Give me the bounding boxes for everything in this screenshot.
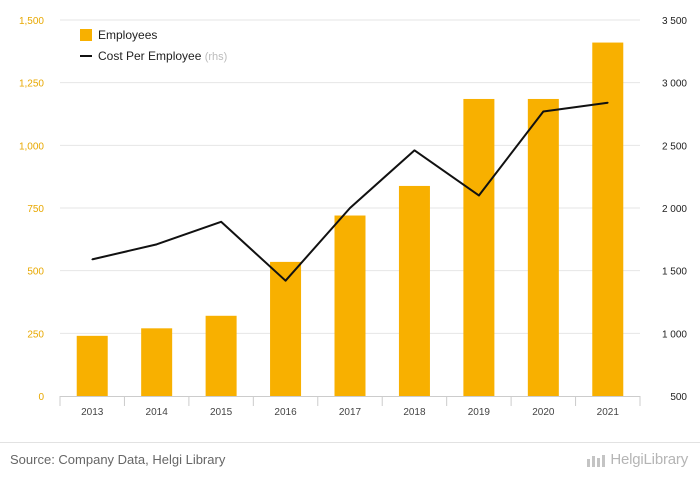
- bar: [334, 215, 366, 396]
- y-left-tick-label: 0: [38, 392, 44, 403]
- bar: [141, 328, 173, 396]
- line-series-cost-per-employee: [91, 101, 609, 282]
- logo-text: HelgiLibrary: [610, 451, 688, 468]
- line-point: [220, 220, 222, 223]
- footer: Source: Company Data, Helgi Library Helg…: [0, 442, 700, 484]
- legend: Employees Cost Per Employee (rhs): [80, 28, 227, 63]
- x-tick-label: 2020: [532, 407, 555, 418]
- x-tick-label: 2014: [146, 407, 169, 418]
- line-point: [91, 258, 94, 261]
- chart: 2013 2014 2015 2016 2017 2018 2019 2020 2021 0 25…: [19, 16, 687, 418]
- y-right-tick-label: 2 500: [662, 141, 687, 152]
- logo-icon: [587, 454, 606, 467]
- bar: [205, 315, 237, 396]
- x-tick-label: 2015: [210, 407, 233, 418]
- bar: [592, 42, 624, 397]
- x-tick-label: 2017: [339, 407, 362, 418]
- line-point: [349, 207, 351, 209]
- y-left-tick-label: 500: [27, 267, 44, 278]
- y-left-tick-label: 1,250: [19, 79, 44, 90]
- line-point: [542, 110, 545, 113]
- legend-label-employees: Employees: [98, 28, 157, 42]
- y-left-tick-label: 1,500: [19, 16, 44, 27]
- bar: [398, 185, 430, 396]
- legend-swatch-employees: [80, 29, 92, 41]
- y-right-tick-label: 1 000: [662, 329, 687, 340]
- line-point: [284, 279, 287, 282]
- x-tick-label: 2019: [468, 407, 491, 418]
- x-tick-label: 2013: [81, 407, 104, 418]
- helgi-library-logo: HelgiLibrary: [586, 451, 688, 468]
- x-tick-label: 2021: [597, 407, 620, 418]
- line-point: [413, 149, 416, 152]
- line-point: [478, 194, 480, 197]
- source-note: Source: Company Data, Helgi Library: [10, 452, 226, 467]
- x-tick-label: 2018: [403, 407, 426, 418]
- y-left-tick-label: 1,000: [19, 141, 44, 152]
- y-left-tick-label: 250: [27, 329, 44, 340]
- y-right-tick-label: 500: [670, 392, 687, 403]
- y-axis-left: 0 250 500 750 1,000 1,250 1,500: [19, 16, 44, 403]
- y-axis-right: 500 1 000 1 500 2 000 2 500 3 000 3 500: [662, 16, 687, 403]
- x-tick-label: 2016: [274, 407, 297, 418]
- y-right-tick-label: 1 500: [662, 267, 687, 278]
- bar-series-employees: [76, 42, 624, 397]
- bar: [76, 335, 108, 396]
- bar: [463, 98, 495, 397]
- y-left-tick-label: 750: [27, 204, 44, 215]
- legend-label-cost-name: Cost Per Employee: [98, 49, 205, 63]
- line-point: [155, 243, 158, 246]
- bar: [270, 261, 302, 396]
- y-right-tick-label: 3 500: [662, 16, 687, 27]
- legend-rhs-note: (rhs): [205, 51, 228, 63]
- line-point: [606, 101, 609, 104]
- x-axis: 2013 2014 2015 2016 2017 2018 2019 2020 2021: [59, 396, 641, 418]
- bar: [527, 98, 559, 397]
- legend-label-cost: Cost Per Employee (rhs): [98, 49, 227, 63]
- y-right-tick-label: 3 000: [662, 79, 687, 90]
- y-right-tick-label: 2 000: [662, 204, 687, 215]
